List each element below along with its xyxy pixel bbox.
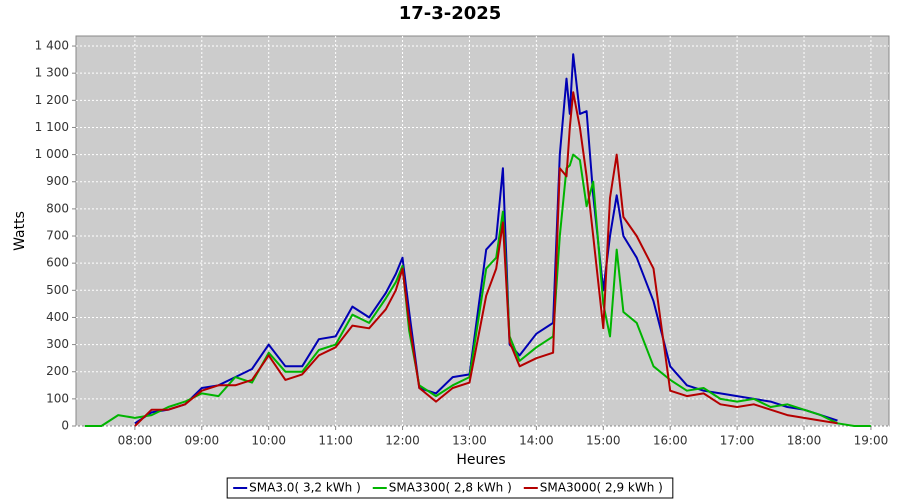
y-tick-label: 800 [46, 201, 69, 215]
legend-label: SMA3.0( 3,2 kWh ) [249, 481, 361, 495]
y-tick-label: 700 [46, 229, 69, 243]
y-tick-label: 900 [46, 174, 69, 188]
legend-box [226, 477, 674, 499]
y-axis-label: Watts [12, 211, 28, 251]
x-tick-label: 09:00 [185, 434, 220, 448]
legend: SMA3.0( 3,2 kWh ) SMA3300( 2,8 kWh ) SMA30… [226, 477, 674, 499]
y-tick-label: 400 [46, 310, 69, 324]
y-tick-label: 500 [46, 283, 69, 297]
legend-item: SMA3000( 2,9 kWh ) [523, 481, 663, 495]
chart-title: 17-3-2025 [399, 3, 502, 24]
y-tick-label: 0 [61, 419, 69, 433]
y-tick-label: 600 [46, 256, 69, 270]
y-tick-label: 1 100 [35, 120, 69, 134]
x-tick-label: 18:00 [787, 434, 822, 448]
x-tick-label: 14:00 [519, 434, 554, 448]
y-tick-label: 300 [46, 337, 69, 351]
x-tick-label: 13:00 [452, 434, 487, 448]
y-tick-label: 1 400 [35, 39, 69, 53]
x-tick-label: 17:00 [720, 434, 755, 448]
y-tick-label: 200 [46, 364, 69, 378]
legend-item: SMA3.0( 3,2 kWh ) [233, 481, 361, 495]
x-tick-label: 11:00 [318, 434, 353, 448]
y-tick-label: 100 [46, 391, 69, 405]
plot-area [75, 35, 890, 427]
legend-label: SMA3000( 2,9 kWh ) [540, 481, 663, 495]
x-tick-label: 15:00 [586, 434, 621, 448]
y-tick-label: 1 200 [35, 93, 69, 107]
x-tick-label: 19:00 [854, 434, 889, 448]
x-tick-label: 10:00 [251, 434, 286, 448]
x-tick-label: 16:00 [653, 434, 688, 448]
x-axis-label: Heures [456, 452, 505, 468]
x-tick-label: 12:00 [385, 434, 420, 448]
legend-item: SMA3300( 2,8 kWh ) [372, 481, 512, 495]
legend-label: SMA3300( 2,8 kWh ) [389, 481, 512, 495]
x-tick-label: 08:00 [118, 434, 153, 448]
y-tick-label: 1 300 [35, 66, 69, 80]
series-line [134, 91, 838, 427]
y-tick-label: 1 000 [35, 147, 69, 161]
